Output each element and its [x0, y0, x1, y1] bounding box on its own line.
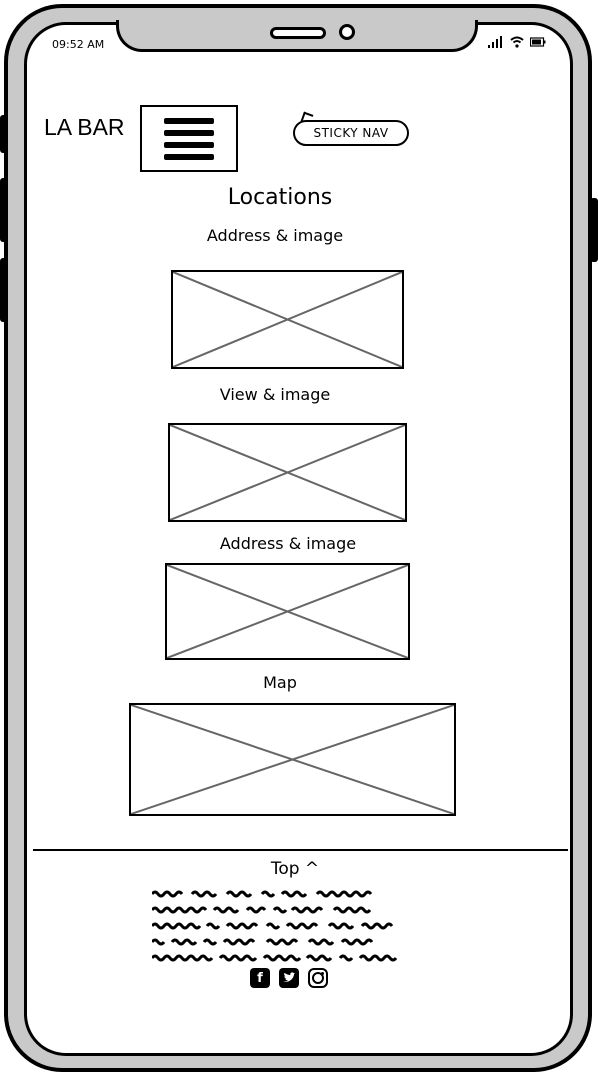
page-title: Locations: [227, 185, 333, 210]
placeholder-text-line-5: [152, 954, 398, 962]
placeholder-text-line-2: [152, 906, 372, 914]
signal-icon: [488, 36, 502, 48]
speaker-icon: [270, 27, 326, 39]
section-label-map: Map: [263, 673, 297, 692]
image-placeholder-icon: [170, 425, 405, 520]
phone-screen: [24, 22, 573, 1056]
placeholder-text-line-4: [152, 938, 374, 946]
back-to-top-link[interactable]: Top ^: [270, 859, 320, 879]
map-placeholder: [129, 703, 456, 816]
placeholder-text-line-3: [152, 922, 394, 930]
section-label-address-1: Address & image: [206, 226, 344, 245]
image-placeholder-icon: [131, 705, 454, 814]
side-button-left-2: [0, 178, 8, 242]
side-button-right: [590, 198, 598, 262]
placeholder-text-line-1: [152, 890, 373, 898]
status-icons: [488, 36, 546, 48]
twitter-icon[interactable]: [279, 968, 299, 988]
section-label-view: View & image: [219, 385, 331, 404]
image-placeholder-view: [168, 423, 407, 522]
sticky-nav-annotation: STICKY NAV: [293, 120, 409, 146]
hamburger-menu-icon: [164, 117, 214, 160]
side-button-left-3: [0, 258, 8, 322]
image-placeholder-address-1: [171, 270, 404, 369]
logo[interactable]: LA BAR: [44, 114, 125, 140]
section-label-address-2: Address & image: [219, 534, 357, 553]
battery-icon: [530, 37, 546, 47]
side-button-left-1: [0, 115, 8, 153]
status-time: 09:52 AM: [52, 38, 105, 51]
facebook-icon[interactable]: f: [250, 968, 270, 988]
social-links: f: [250, 968, 328, 988]
image-placeholder-address-2: [165, 563, 410, 660]
image-placeholder-icon: [167, 565, 408, 658]
camera-icon: [339, 24, 355, 40]
instagram-icon[interactable]: [308, 968, 328, 988]
footer-divider: [33, 849, 568, 851]
image-placeholder-icon: [173, 272, 402, 367]
wifi-icon: [510, 36, 524, 48]
menu-button[interactable]: [140, 105, 238, 172]
